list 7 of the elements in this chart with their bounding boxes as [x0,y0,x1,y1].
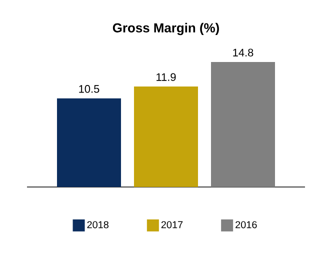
data-label: 11.9 [156,73,176,81]
data-label: 10.5 [79,85,100,93]
chart-title: Gross Margin (%) [112,22,219,36]
legend-label: 2017 [161,221,183,228]
legend-label: 2018 [87,221,108,228]
data-label: 14.8 [233,48,254,56]
legend-label: 2016 [236,221,257,228]
